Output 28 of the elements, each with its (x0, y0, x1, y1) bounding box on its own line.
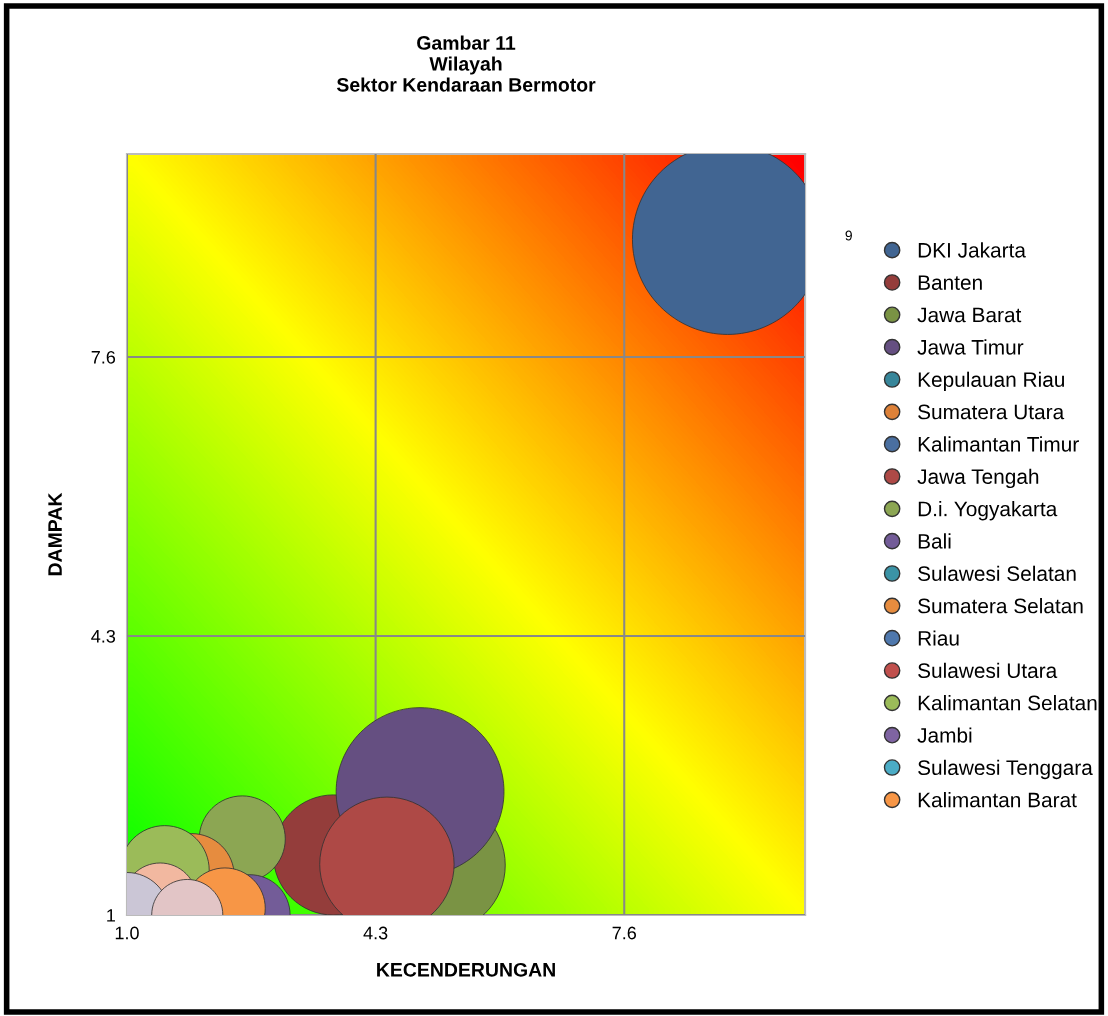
legend-label: D.i. Yogyakarta (918, 501, 1058, 521)
legend-label: Sumatera Selatan (918, 598, 1083, 614)
legend-label: Jawa Tengah (917, 468, 1039, 489)
legend-label: Riau (918, 630, 959, 646)
y-tick-label: 7.6 (91, 350, 116, 364)
legend-label: Sumatera Utara (918, 404, 1065, 420)
x-tick-label: 4.3 (363, 926, 388, 940)
legend-label: Jawa Barat (917, 307, 1022, 323)
legend-label: Kepulauan Riau (918, 371, 1064, 392)
y-axis-title: DAMPAK (48, 492, 62, 576)
x-tick-label: 7.6 (612, 926, 636, 940)
legend-label: Sulawesi Selatan (918, 565, 1076, 582)
legend-label: Sulawesi Utara (918, 662, 1058, 679)
legend-label: Bali (918, 533, 951, 549)
y-tick-label: 1 (107, 909, 115, 922)
legend-label: Banten (918, 275, 982, 290)
legend-label: Sulawesi Tenggara (918, 759, 1093, 780)
x-tick-label: 1.0 (115, 926, 139, 940)
legend-label: Jawa Timur (917, 339, 1024, 355)
legend-label: Jambi (917, 727, 972, 743)
legend-label: Kalimantan Selatan (918, 695, 1097, 711)
chart-title: Gambar 11 Wilayah Sektor Kendaraan Bermotor (336, 35, 596, 92)
x-axis-title: KECENDERUNGAN (377, 962, 555, 977)
y-tick-label: 4.3 (91, 629, 116, 643)
legend-label: DKI Jakarta (918, 242, 1026, 258)
legend-label: Kalimantan Barat (918, 792, 1077, 808)
legend-label: Kalimantan Timur (918, 436, 1079, 452)
text: 9 (845, 230, 852, 241)
